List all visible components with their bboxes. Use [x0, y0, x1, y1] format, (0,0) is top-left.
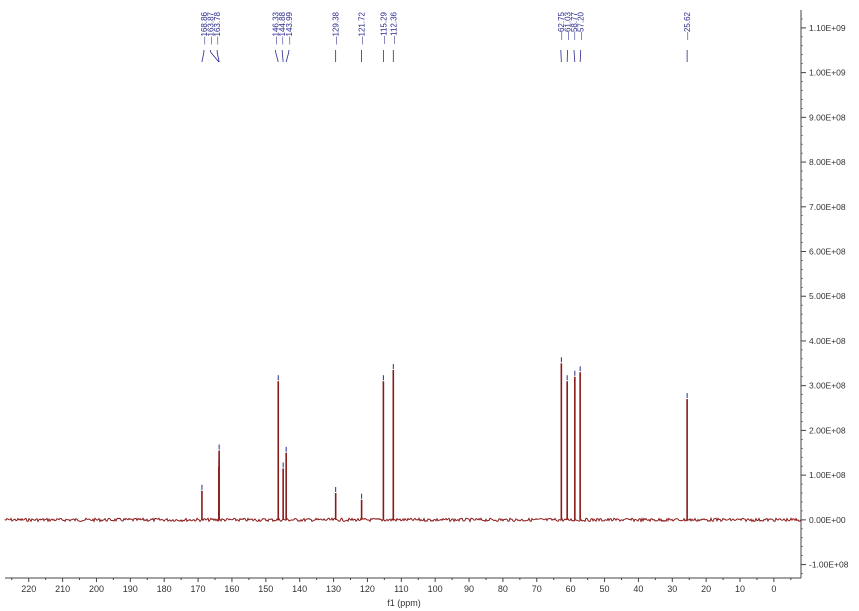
- peak-leader-line: [216, 51, 220, 63]
- x-tick-label: 90: [464, 584, 474, 594]
- peak-label-group: —168.86—163.87—163.78 —146.33—144.88—143.…: [200, 11, 692, 63]
- x-tick-label: 110: [394, 584, 408, 594]
- x-tick-label: 10: [735, 584, 745, 594]
- peak-leader-line: [210, 51, 220, 63]
- x-tick-label: 140: [292, 584, 307, 594]
- peak-label: —61.03: [563, 11, 572, 40]
- peak-leader-line: [573, 51, 576, 63]
- y-tick-label: -1.00E+08: [809, 560, 849, 570]
- peak-label: —58.77: [570, 11, 579, 40]
- y-tick-label: 6.00E+08: [809, 247, 846, 257]
- y-tick-label: 1.00E+08: [809, 470, 846, 480]
- y-tick-label: 1.10E+09: [809, 23, 846, 33]
- peak-label: —121.72: [358, 11, 367, 44]
- peak-label: —143.99: [285, 11, 294, 44]
- x-tick-label: 50: [600, 584, 610, 594]
- x-tick-label: 80: [498, 584, 508, 594]
- peak-leader-line: [201, 51, 205, 63]
- x-tick-label: 210: [55, 584, 70, 594]
- peak-label: —146.33: [272, 11, 281, 44]
- peak-label: —129.38: [332, 11, 341, 44]
- x-tick-label: 20: [701, 584, 711, 594]
- peak-label: —163.87: [207, 11, 216, 44]
- spectrum-group: [4, 357, 802, 523]
- x-tick-label: 220: [21, 584, 36, 594]
- peak-label: —163.78: [213, 11, 222, 44]
- x-tick-label: 130: [326, 584, 341, 594]
- x-tick-label: 0: [771, 584, 776, 594]
- y-tick-label: 1.00E+09: [809, 68, 846, 78]
- x-tick-label: 190: [123, 584, 138, 594]
- peak-leader-line: [275, 51, 279, 63]
- peak-label: —112.36: [389, 11, 398, 43]
- peak-label: —144.88: [278, 11, 287, 44]
- x-tick-label: 200: [89, 584, 104, 594]
- x-tick-label: 70: [532, 584, 542, 594]
- peak-label: —57.20: [577, 11, 586, 40]
- y-tick-label: 2.00E+08: [809, 425, 846, 435]
- y-tick-label: 9.00E+08: [809, 112, 846, 122]
- x-tick-label: 170: [191, 584, 206, 594]
- x-axis-label: f1 (ppm): [387, 598, 421, 608]
- peak-leader-line: [285, 51, 290, 63]
- spectrum-baseline: [4, 516, 802, 523]
- x-tick-label: 160: [224, 584, 239, 594]
- y-tick-label: 7.00E+08: [809, 202, 846, 212]
- x-tick-label: 150: [258, 584, 273, 594]
- peak-label: —115.29: [379, 11, 388, 43]
- y-tick-label: 0.00E+00: [809, 515, 846, 525]
- y-tick-label: 8.00E+08: [809, 157, 846, 167]
- peak-leader-line: [281, 51, 284, 63]
- x-tick-label: 120: [360, 584, 375, 594]
- peak-leader-line: [560, 51, 562, 63]
- peak-label: —25.62: [683, 11, 692, 40]
- x-tick-label: 180: [157, 584, 172, 594]
- x-tick-label: 40: [633, 584, 643, 594]
- x-tick-label: 30: [667, 584, 677, 594]
- peak-leader-line: [579, 51, 582, 63]
- x-tick-label: 100: [428, 584, 443, 594]
- y-axis: 1.10E+09 1.00E+09 9.00E+08 8.00E+08 7.00E+08…: [800, 10, 849, 578]
- y-tick-label: 5.00E+08: [809, 291, 846, 301]
- peak-label: —62.75: [557, 11, 566, 40]
- x-axis: 220 210 200 190 180 170 160 150 140 130 120 110 100 9…: [5, 577, 801, 594]
- peak-label: —168.86: [200, 11, 209, 44]
- x-tick-label: 60: [566, 584, 576, 594]
- y-tick-label: 3.00E+08: [809, 381, 846, 391]
- y-tick-label: 4.00E+08: [809, 336, 846, 346]
